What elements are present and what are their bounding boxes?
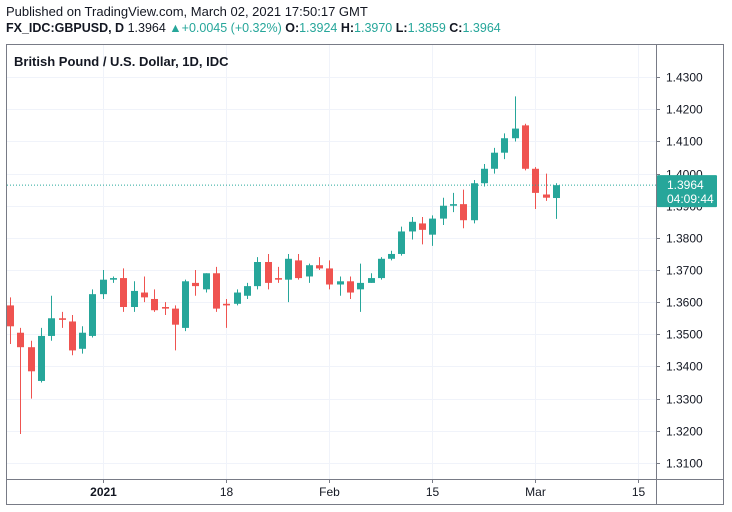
candle-body [481,168,488,184]
candle-body [378,258,385,279]
candle-body [512,128,519,139]
candle-body [409,221,416,232]
candle-body [306,265,313,277]
candle-body [471,183,478,221]
x-tick-label: Mar [525,485,546,499]
candle-body [326,268,333,285]
candle-body [450,204,457,206]
candle-body [275,278,282,280]
y-tick-label: 1.3800 [666,232,703,246]
candle-body [460,204,467,221]
candle-body [131,290,138,308]
high-value: 1.3970 [354,21,393,35]
last-price: 1.3964 [127,21,166,35]
candle-body [17,332,24,348]
candle-body [501,138,508,153]
candle-body [59,318,66,320]
candle-body [316,265,323,269]
price-tag-countdown: 04:09:44 [667,192,714,206]
x-tick-label: Feb [319,485,340,499]
chart-frame [6,44,724,505]
candle-body [182,281,189,328]
candle-body [388,253,395,259]
candle-body [543,194,550,198]
low-label: L: [395,21,408,35]
y-tick-label: 1.3500 [666,328,703,342]
y-tick-label: 1.4100 [666,135,703,149]
candle-body [429,218,436,235]
time-axis: 2021 18 Feb 15 Mar 15 [90,479,645,499]
close-value: 1.3964 [462,21,501,35]
candle-body [203,273,210,290]
candle-body [244,286,251,296]
candle-body [285,258,292,280]
y-tick-label: 1.3200 [666,425,703,439]
candle-body [491,152,498,169]
candles-layer [7,96,656,434]
price-axis: 1.43001.42001.41001.40001.39001.38001.37… [656,71,703,471]
x-tick-label: 18 [220,485,234,499]
open-value: 1.3924 [299,21,338,35]
candle-body [553,185,560,199]
candle-body [295,260,302,279]
price-tag-value: 1.3964 [667,178,704,192]
candle-body [89,294,96,336]
low-value: 1.3859 [407,21,446,35]
candle-body [265,262,272,283]
candle-body [141,292,148,298]
candle-body [398,231,405,254]
candle-body [7,305,14,327]
candle-body [69,321,76,351]
candle-body [440,205,447,219]
open-label: O: [285,21,300,35]
candle-body [100,279,107,295]
y-tick-label: 1.3600 [666,296,703,310]
candle-body [120,278,127,308]
candle-body [532,168,539,193]
y-tick-label: 1.4300 [666,71,703,85]
candle-body [192,282,199,287]
y-tick-label: 1.3100 [666,457,703,471]
y-tick-label: 1.3300 [666,393,703,407]
candle-body [254,262,261,287]
candle-body [79,332,86,349]
candle-body [337,281,344,285]
y-tick-label: 1.4200 [666,103,703,117]
price-tag-box [657,175,717,208]
change-value: +0.0045 (+0.32%) [181,21,282,35]
x-tick-label: 15 [426,485,440,499]
candle-body [151,298,158,311]
candle-body [347,281,354,293]
chart-title: British Pound / U.S. Dollar, 1D, IDC [14,54,229,69]
x-tick-label: 2021 [90,485,117,499]
candle-body [522,125,529,169]
published-info: Published on TradingView.com, March 02, … [6,4,368,19]
y-tick-label: 1.3700 [666,264,703,278]
candle-body [48,318,55,336]
x-tick-label: 15 [632,485,646,499]
candle-body [368,278,375,283]
symbol-label: FX_IDC:GBPUSD, D [6,21,125,35]
close-label: C: [449,21,463,35]
candle-body [28,347,35,372]
candle-body [419,223,426,230]
ohlc-legend: FX_IDC:GBPUSD, D 1.3964 ▲+0.0045 (+0.32%… [6,21,501,35]
candle-body [172,308,179,325]
y-tick-label: 1.3400 [666,360,703,374]
change-arrow-icon: ▲ [169,21,182,35]
high-label: H: [340,21,355,35]
candle-body [234,292,241,304]
candle-body [162,307,169,309]
candle-body [110,278,117,280]
candle-body [223,303,230,306]
candle-body [213,273,220,309]
candle-body [357,282,364,290]
grid-lines [7,45,656,479]
candle-body [38,335,45,381]
